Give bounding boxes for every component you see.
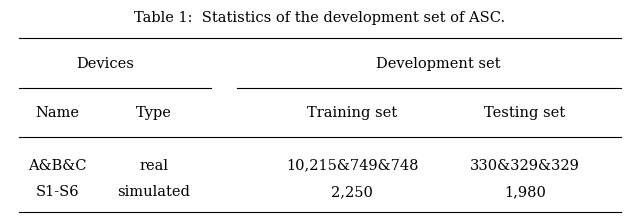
Text: 1,980: 1,980 (504, 185, 546, 199)
Text: simulated: simulated (117, 185, 190, 199)
Text: 10,215&749&748: 10,215&749&748 (285, 159, 419, 173)
Text: Devices: Devices (77, 57, 134, 71)
Text: real: real (139, 159, 168, 173)
Text: Name: Name (36, 106, 79, 120)
Text: Testing set: Testing set (484, 106, 565, 120)
Text: S1-S6: S1-S6 (36, 185, 79, 199)
Text: Type: Type (136, 106, 172, 120)
Text: 330&329&329: 330&329&329 (470, 159, 580, 173)
Text: Training set: Training set (307, 106, 397, 120)
Text: Development set: Development set (376, 57, 500, 71)
Text: Table 1:  Statistics of the development set of ASC.: Table 1: Statistics of the development s… (134, 11, 506, 25)
Text: 2,250: 2,250 (331, 185, 373, 199)
Text: A&B&C: A&B&C (28, 159, 87, 173)
